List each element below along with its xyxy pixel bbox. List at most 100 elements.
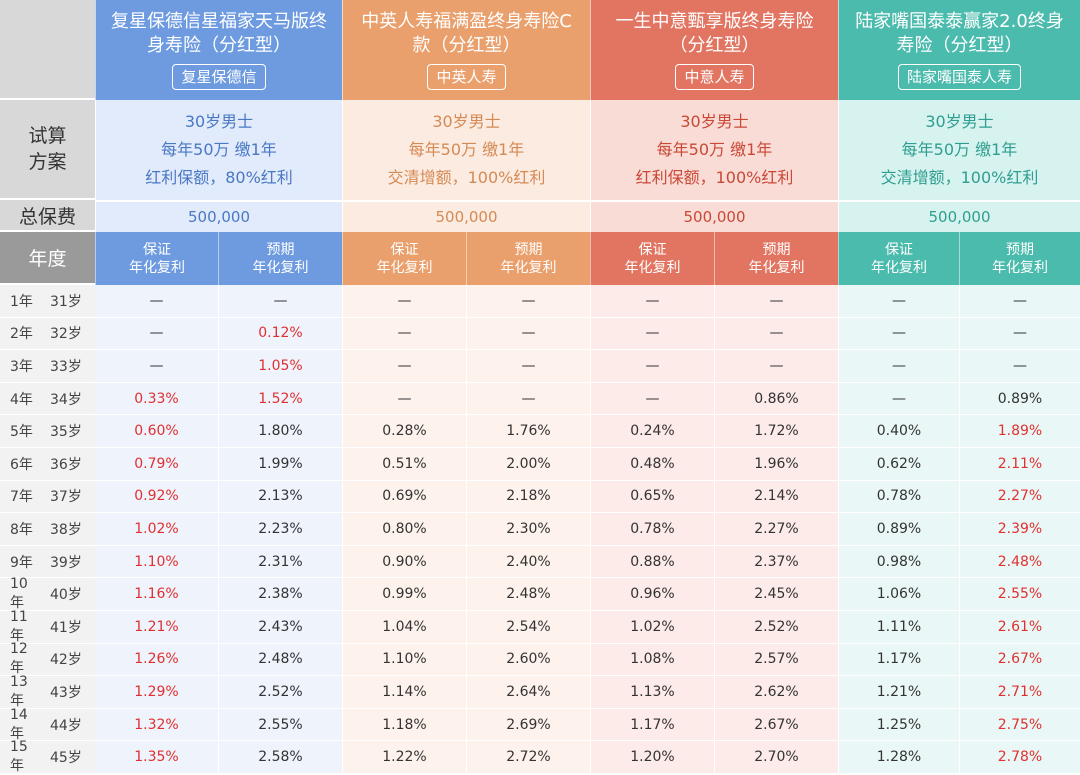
guaranteed-rate-cell: 1.02% [590,611,714,643]
expected-rate-cell: 2.67% [959,643,1080,676]
plan-fuxing: 30岁男士 每年50万 缴1年 红利保额，80%红利 [95,100,342,200]
guaranteed-rate-cell: — [342,382,466,415]
guaranteed-rate-cell: 0.28% [342,415,466,447]
expected-rate-cell: 2.37% [714,545,838,578]
insured-age: 33岁 [50,358,82,375]
insured-age: 38岁 [50,521,82,538]
table-row: 15年 45岁 1.35% 2.58% 1.22% 2.72% 1.20% 2.70% 1.28… [0,739,1080,774]
plan-line: 交清增额，100%红利 [387,168,546,187]
policy-year: 14年 [10,706,28,742]
expected-rate-cell: — [959,350,1080,382]
guaranteed-rate-cell: 1.04% [342,611,466,643]
expected-rate-cell: 0.89% [959,382,1080,415]
table-row: 14年 44岁 1.32% 2.55% 1.18% 2.69% 1.17% 2.67% 1.25… [0,706,1080,742]
guaranteed-rate-cell: — [838,382,959,415]
policy-year: 4年 [10,391,33,408]
company-badge: 中英人寿 [427,64,506,90]
year-age-cell: 2年 32岁 [0,317,95,350]
year-age-cell: 1年 31岁 [0,285,95,317]
year-age-cell: 6年 36岁 [0,448,95,480]
guaranteed-rate-cell: — [342,317,466,350]
expected-rate-cell: 2.71% [959,676,1080,708]
plan-lujiazui: 30岁男士 每年50万 缴1年 交清增额，100%红利 [838,100,1080,200]
insured-age: 41岁 [50,619,82,636]
subhead-expected: 预期 年化复利 [466,232,590,285]
year-age-cell: 7年 37岁 [0,480,95,513]
plan-line: 每年50万 缴1年 [901,140,1018,159]
product-header-fuxing: 复星保德信星福家天马版终身寿险（分红型） 复星保德信 [95,0,342,100]
expected-rate-cell: 1.05% [218,350,342,382]
policy-year: 2年 [10,326,33,343]
year-age-cell: 15年 45岁 [0,739,95,774]
table-row: 9年 39岁 1.10% 2.31% 0.90% 2.40% 0.88% 2.37% 0.98%… [0,545,1080,579]
guaranteed-rate-cell: 1.25% [838,708,959,741]
guaranteed-rate-cell: 1.13% [590,676,714,708]
guaranteed-rate-cell: 0.80% [342,513,466,545]
guaranteed-rate-cell: 1.32% [95,708,218,741]
expected-rate-cell: 2.31% [218,545,342,578]
guaranteed-rate-cell: 1.08% [590,643,714,676]
guaranteed-rate-cell: 0.60% [95,415,218,447]
guaranteed-rate-cell: — [342,350,466,382]
expected-rate-cell: — [959,317,1080,350]
guaranteed-rate-cell: — [95,317,218,350]
year-age-cell: 14年 44岁 [0,706,95,742]
year-age-cell: 8年 38岁 [0,513,95,545]
expected-rate-cell: 2.57% [714,643,838,676]
expected-rate-cell: 1.99% [218,448,342,480]
guaranteed-rate-cell: 0.96% [590,578,714,610]
guaranteed-rate-cell: 1.21% [838,676,959,708]
plan-label: 试算 方案 [0,100,95,200]
guaranteed-rate-cell: — [838,350,959,382]
guaranteed-rate-cell: 0.99% [342,578,466,610]
table-row: 2年 32岁 —0.12% — — — — — — [0,317,1080,351]
guaranteed-rate-cell: 0.90% [342,545,466,578]
guaranteed-rate-cell: 1.28% [838,741,959,773]
year-age-cell: 11年 41岁 [0,609,95,644]
expected-rate-cell: 1.76% [466,415,590,447]
policy-year: 13年 [10,673,28,709]
expected-rate-cell: 2.00% [466,448,590,480]
expected-rate-cell: 2.52% [218,676,342,708]
guaranteed-rate-cell: — [342,285,466,317]
insured-age: 42岁 [50,652,82,669]
table-row: 7年 37岁 0.92% 2.13% 0.69% 2.18% 0.65% 2.14% 0.78%… [0,480,1080,514]
product-title: 陆家嘴国泰泰赢家2.0终身寿险（分红型） [855,11,1064,56]
company-badge: 陆家嘴国泰人寿 [897,64,1021,90]
expected-rate-cell: 2.13% [218,480,342,513]
year-age-cell: 13年 43岁 [0,673,95,709]
expected-rate-cell: 2.27% [959,480,1080,513]
expected-rate-cell: 2.78% [959,741,1080,773]
insured-age: 34岁 [50,391,82,408]
year-label: 年度 [0,232,95,285]
guaranteed-rate-cell: 1.02% [95,513,218,545]
table-row: 4年 34岁 0.33% 1.52% — — —0.86% —0.89% [0,382,1080,416]
plan-line: 红利保额，100%红利 [635,168,794,187]
company-badge: 中意人寿 [675,64,754,90]
guaranteed-rate-cell: 0.40% [838,415,959,447]
policy-year: 12年 [10,641,28,677]
guaranteed-rate-cell: 0.51% [342,448,466,480]
expected-rate-cell: 2.72% [466,741,590,773]
guaranteed-rate-cell: 0.89% [838,513,959,545]
expected-rate-cell: — [466,285,590,317]
premium-yisheng: 500,000 [590,200,838,232]
expected-rate-cell: 0.12% [218,317,342,350]
expected-rate-cell: 2.48% [218,643,342,676]
policy-year: 8年 [10,521,33,538]
guaranteed-rate-cell: 0.79% [95,448,218,480]
corner-cell [0,0,95,100]
subhead-guaranteed: 保证 年化复利 [590,232,714,285]
expected-rate-cell: 2.75% [959,708,1080,741]
guaranteed-rate-cell: 1.06% [838,578,959,610]
guaranteed-rate-cell: 0.62% [838,448,959,480]
guaranteed-rate-cell: — [95,285,218,317]
insured-age: 31岁 [50,293,82,310]
guaranteed-rate-cell: 1.18% [342,708,466,741]
subhead-expected: 预期 年化复利 [959,232,1080,285]
year-age-cell: 5年 35岁 [0,415,95,447]
expected-rate-cell: 1.96% [714,448,838,480]
insured-age: 37岁 [50,489,82,506]
expected-rate-cell: 2.69% [466,708,590,741]
expected-rate-cell: 2.48% [466,578,590,610]
